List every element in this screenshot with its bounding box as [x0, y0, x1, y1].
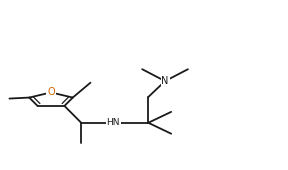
Text: HN: HN	[107, 118, 120, 127]
Text: N: N	[161, 76, 169, 86]
Text: O: O	[47, 87, 55, 97]
